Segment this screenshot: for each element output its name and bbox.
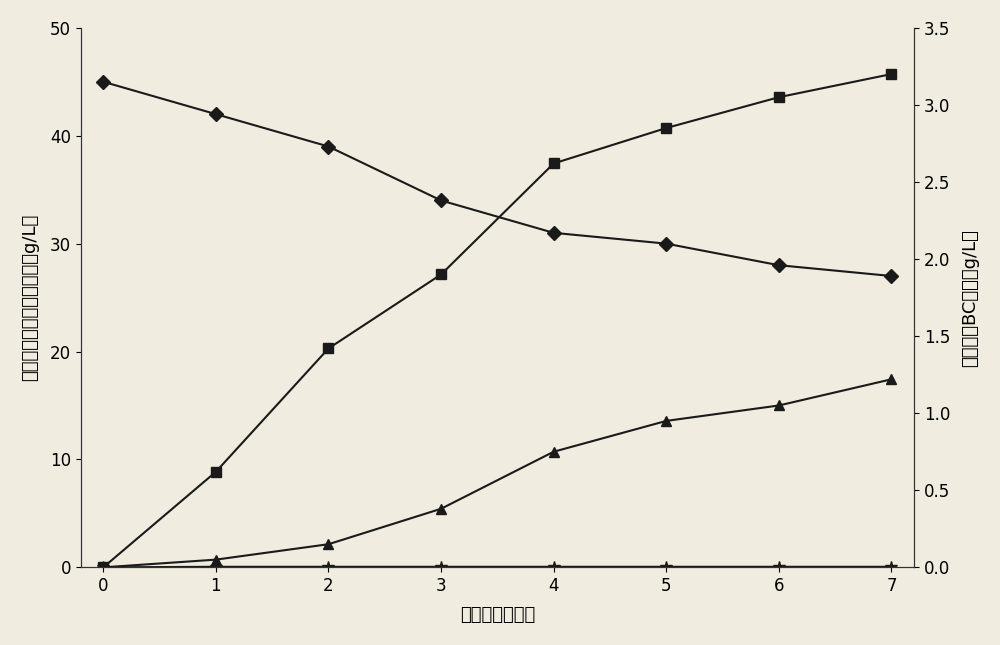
Y-axis label: 残糖、乙酸及乙醇残余量（g/L）: 残糖、乙酸及乙醇残余量（g/L） <box>21 214 39 381</box>
Y-axis label: 菌体量厼BC产量（g/L）: 菌体量厼BC产量（g/L） <box>961 228 979 366</box>
X-axis label: 发酵时间（天）: 发酵时间（天） <box>460 606 535 624</box>
